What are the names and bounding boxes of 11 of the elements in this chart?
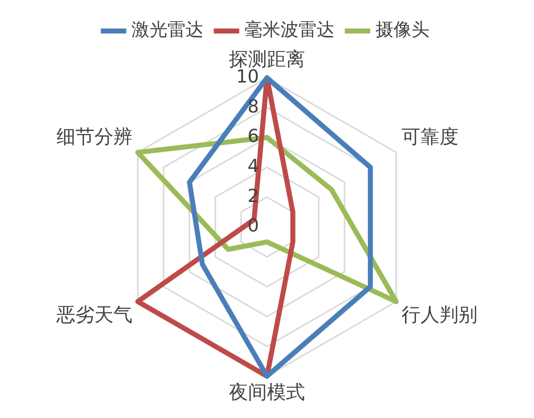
spoke-label: 恶劣天气 xyxy=(56,304,133,326)
spoke-label: 行人判别 xyxy=(401,304,478,326)
spoke-label: 细节分辨 xyxy=(56,126,133,148)
spoke-label: 可靠度 xyxy=(401,126,458,148)
legend-label: 毫米波雷达 xyxy=(244,20,334,41)
spoke-label: 夜间模式 xyxy=(229,382,305,404)
y-tick-label: 8 xyxy=(248,96,259,118)
legend-label: 激光雷达 xyxy=(132,20,204,41)
spoke-label: 探测距离 xyxy=(229,48,305,70)
legend-label: 摄像头 xyxy=(376,20,430,41)
y-tick-label: 0 xyxy=(248,216,259,237)
